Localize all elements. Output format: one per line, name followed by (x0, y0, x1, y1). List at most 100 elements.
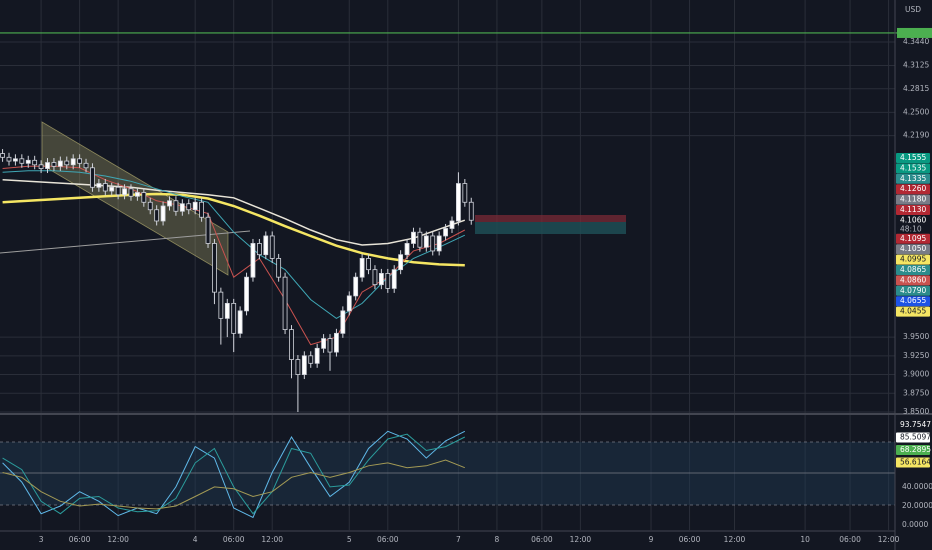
x-tick-label: 06:00 (531, 535, 553, 544)
osc-tag (896, 457, 930, 468)
price-tag-label: 4.1335 (900, 174, 926, 183)
price-tag (896, 296, 930, 307)
x-tick-label: 06:00 (223, 535, 245, 544)
price-tag (896, 265, 930, 275)
y-tick-label: 3.8500 (903, 407, 929, 416)
candle-body (301, 355, 307, 375)
oscillator-line (2, 430, 466, 519)
candle-body (250, 243, 256, 278)
currency: USD (905, 5, 921, 14)
candle-body (269, 235, 275, 259)
candle-body (57, 160, 63, 167)
candle-body (423, 235, 429, 248)
price-tag (896, 244, 930, 255)
price-tag (896, 233, 930, 244)
candle-body (263, 235, 269, 256)
candle-body (128, 188, 134, 197)
candle-body (334, 332, 339, 353)
candle-body (102, 183, 108, 192)
candle-body (359, 258, 365, 278)
candle-body (154, 209, 160, 222)
candle-body (462, 183, 468, 203)
candle-body (378, 273, 384, 286)
y-tick-label: 3.9000 (903, 370, 929, 379)
candle-body (468, 201, 474, 221)
candle-body (218, 291, 224, 319)
candle-body (122, 188, 127, 196)
osc-tag-label: 68.2895 (900, 445, 931, 454)
candle-body (186, 203, 192, 211)
candle-body (244, 276, 249, 312)
y-tick-label: 3.9250 (903, 351, 929, 360)
x-tick-label: 3 (39, 535, 44, 544)
price-tag (896, 184, 930, 195)
candle-body (340, 310, 346, 334)
price-tag-label: 4.0860 (900, 275, 926, 284)
candle-body (45, 162, 50, 169)
osc-tag-label: 93.7547 (900, 420, 931, 429)
y-tick-label: 3.9500 (903, 332, 929, 341)
price-tag (896, 205, 930, 215)
osc-tick-label: 40.0000 (902, 482, 932, 491)
candle-body (115, 186, 121, 196)
osc-tag (896, 432, 930, 443)
candle-body (212, 243, 217, 293)
moving-average (2, 192, 465, 267)
candle-body (192, 201, 198, 211)
countdown: 48:10 (900, 224, 922, 233)
x-tick-label: 4 (193, 535, 198, 544)
candle-body (282, 276, 288, 330)
candle-body (147, 201, 153, 211)
candle-body (289, 329, 294, 360)
candle-body (385, 273, 391, 289)
x-tick-label: 12:00 (107, 535, 129, 544)
price-tag-label: 4.1130 (900, 205, 926, 214)
candle-body (19, 158, 25, 164)
price-tag-label: 4.0790 (900, 286, 926, 295)
candle-body (25, 159, 31, 164)
candle-body (77, 158, 83, 164)
candle-body (224, 302, 230, 319)
price-tag-label: 4.1555 (900, 153, 926, 162)
candle-body (160, 205, 166, 222)
x-tick-label: 10 (800, 535, 810, 544)
price-tag-label: 4.1095 (900, 234, 926, 243)
y-tick-label: 4.2190 (903, 131, 929, 140)
candle-body (398, 254, 404, 271)
oscillator-line (2, 433, 466, 515)
x-tick-label: 12:00 (261, 535, 283, 544)
x-tick-label: 12:00 (724, 535, 746, 544)
candle-body (314, 347, 320, 364)
y-tick-label: 4.3440 (903, 37, 929, 46)
x-tick-label: 06:00 (69, 535, 91, 544)
candle-body (237, 310, 243, 334)
candle-body (134, 192, 140, 197)
candle-body (256, 243, 262, 256)
price-tag-label: 4.0995 (900, 255, 926, 264)
candle-body (404, 243, 410, 256)
candle-body (456, 183, 461, 222)
candle-body (327, 338, 333, 353)
candle-body (411, 231, 416, 244)
candle-body (346, 295, 352, 312)
price-tag (896, 285, 930, 296)
candle-body (90, 167, 95, 188)
price-tag-label: 4.0865 (900, 265, 926, 274)
candle-body (308, 355, 314, 364)
x-tick-label: 12:00 (878, 535, 900, 544)
price-tag-label: 4.1060 (900, 215, 926, 224)
candle-body (231, 302, 237, 334)
x-tick-label: 06:00 (839, 535, 861, 544)
candle-body (443, 228, 448, 237)
level-tag (897, 27, 932, 38)
candle-body (32, 159, 38, 166)
candle-body (391, 269, 397, 289)
osc-tag-label: 56.6164 (900, 458, 931, 467)
osc-tick-label: 0.0000 (902, 520, 928, 529)
x-tick-label: 5 (347, 535, 352, 544)
price-tag (896, 275, 930, 286)
price-tag-label: 4.1535 (900, 163, 926, 172)
price-tag-label: 4.0455 (900, 307, 926, 316)
